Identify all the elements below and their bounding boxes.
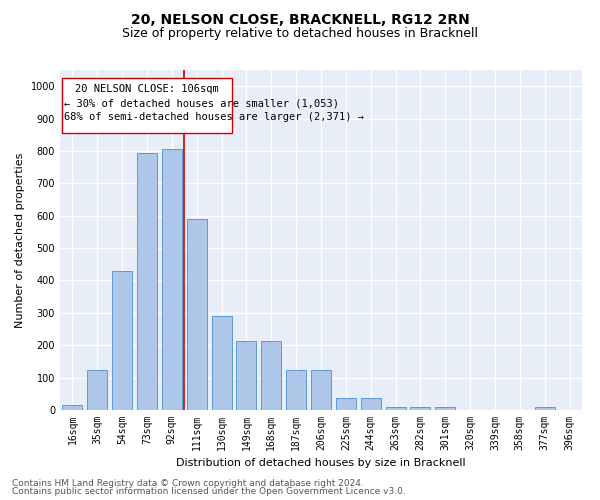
Bar xyxy=(286,370,306,410)
Bar xyxy=(262,342,281,410)
Text: 20, NELSON CLOSE, BRACKNELL, RG12 2RN: 20, NELSON CLOSE, BRACKNELL, RG12 2RN xyxy=(131,12,469,26)
Bar xyxy=(336,398,356,410)
Bar xyxy=(311,370,331,410)
Bar xyxy=(410,407,430,410)
FancyBboxPatch shape xyxy=(62,78,232,133)
Bar xyxy=(361,398,380,410)
Bar xyxy=(62,405,82,410)
Text: ← 30% of detached houses are smaller (1,053): ← 30% of detached houses are smaller (1,… xyxy=(64,98,340,108)
Bar xyxy=(137,152,157,410)
Text: Contains public sector information licensed under the Open Government Licence v3: Contains public sector information licen… xyxy=(12,487,406,496)
Bar xyxy=(187,219,206,410)
Bar xyxy=(436,407,455,410)
Text: 20 NELSON CLOSE: 106sqm: 20 NELSON CLOSE: 106sqm xyxy=(75,84,219,94)
Text: Size of property relative to detached houses in Bracknell: Size of property relative to detached ho… xyxy=(122,28,478,40)
Bar xyxy=(212,316,232,410)
Text: Contains HM Land Registry data © Crown copyright and database right 2024.: Contains HM Land Registry data © Crown c… xyxy=(12,478,364,488)
Y-axis label: Number of detached properties: Number of detached properties xyxy=(15,152,25,328)
Bar xyxy=(236,342,256,410)
Bar xyxy=(88,370,107,410)
Bar xyxy=(386,407,406,410)
Bar xyxy=(535,408,554,410)
X-axis label: Distribution of detached houses by size in Bracknell: Distribution of detached houses by size … xyxy=(176,458,466,468)
Bar xyxy=(112,271,132,410)
Bar xyxy=(162,150,182,410)
Text: 68% of semi-detached houses are larger (2,371) →: 68% of semi-detached houses are larger (… xyxy=(64,112,364,122)
